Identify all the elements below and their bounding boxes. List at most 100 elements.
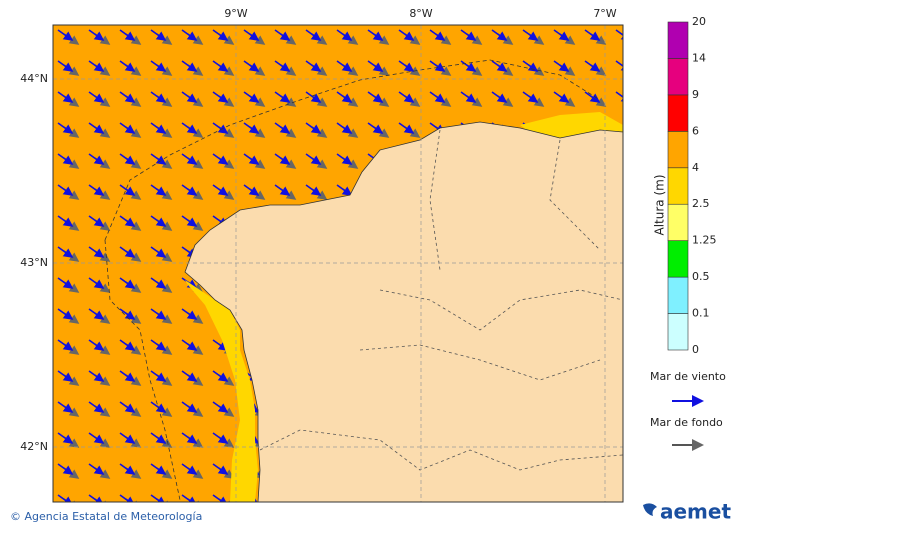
wind-arrow [553,29,570,41]
wind-arrow [274,153,291,165]
wind-arrow [305,184,322,196]
wind-arrow [522,29,539,41]
wind-arrow [181,215,198,227]
wind-arrow [119,463,136,475]
wind-arrow [243,184,260,196]
wind-arrow [460,29,477,41]
wind-arrow [119,246,136,258]
legend-label: Mar de fondo [650,416,723,429]
wind-arrow [243,122,260,134]
wind-arrow [398,122,415,134]
wind-arrow [88,246,105,258]
swell-arrow [621,436,623,439]
wind-arrow [181,339,198,351]
wind-arrow [460,91,477,103]
wind-arrow [181,91,198,103]
wind-arrow [119,184,136,196]
wind-arrow [150,277,167,289]
wind-arrow [181,463,198,475]
wind-arrow [336,29,353,41]
swell-arrow [621,498,623,501]
logo: aemet [643,500,731,524]
wind-arrow [305,153,322,165]
wind-arrow [584,91,601,103]
wind-arrow [88,184,105,196]
colorbar-label: 9 [692,88,699,101]
wind-arrow [181,184,198,196]
swell-arrow [621,126,623,129]
wind-arrow [553,60,570,72]
wind-arrow [119,401,136,413]
footer: © Agencia Estatal de Meteorología [10,510,202,523]
swell-arrow [621,64,623,67]
coastal-band [185,280,258,502]
wind-arrow [615,29,623,41]
wind-arrow [181,401,198,413]
swell-arrow [621,281,623,284]
swell-arrow [621,312,623,315]
wind-arrow [119,308,136,320]
wind-arrow [212,153,229,165]
wind-arrow [150,308,167,320]
wind-arrow [305,91,322,103]
swell-arrow [621,95,623,98]
wind-arrow [119,432,136,444]
wind-arrow [150,91,167,103]
wind-arrow [367,29,384,41]
wind-arrow [274,29,291,41]
wind-arrow [57,463,74,475]
legend-label: Mar de viento [650,370,726,383]
wind-arrow [88,308,105,320]
swell-arrow [621,157,623,160]
wind-arrow [150,184,167,196]
wind-arrow [88,494,105,502]
wind-arrow [150,339,167,351]
wind-arrow [615,60,623,72]
wind-arrow [212,60,229,72]
wind-arrow [88,29,105,41]
wind-arrow [57,246,74,258]
wind-arrow [57,153,74,165]
wind-arrow [336,153,353,165]
swell-arrow [621,33,623,36]
wind-arrow [88,60,105,72]
colorbar-label: 20 [692,15,706,28]
wind-arrow [336,184,353,196]
wind-arrow [119,494,136,502]
lon-label: 7°W [593,7,616,20]
wind-arrow [57,370,74,382]
lat-label: 42°N [20,440,48,453]
wind-arrow [150,494,167,502]
land [184,121,623,502]
wind-arrow [88,122,105,134]
wind-arrow [88,91,105,103]
wind-arrow [274,91,291,103]
wind-arrow [305,60,322,72]
wind-arrow [367,122,384,134]
wind-arrow [181,29,198,41]
wind-arrow [212,339,229,351]
colorbar-segment [667,167,689,205]
wind-arrow [150,370,167,382]
swell-arrow [621,374,623,377]
swell-arrow [621,405,623,408]
wind-arrow [150,401,167,413]
colorbar-label: 0 [692,343,699,356]
wind-arrow [57,60,74,72]
wind-arrow [181,308,198,320]
wind-arrow [367,60,384,72]
wind-arrow [88,153,105,165]
colorbar-label: 0.5 [692,270,710,283]
wind-arrow [119,91,136,103]
wind-arrow [119,29,136,41]
colorbar-segment [667,240,689,278]
wind-arrow [57,308,74,320]
colorbar-segment [667,276,689,314]
wind-arrow [57,494,74,502]
wind-arrow [305,29,322,41]
wind-arrow [367,91,384,103]
wind-arrow [243,153,260,165]
wind-arrow [150,463,167,475]
logo-text: aemet [660,500,731,524]
